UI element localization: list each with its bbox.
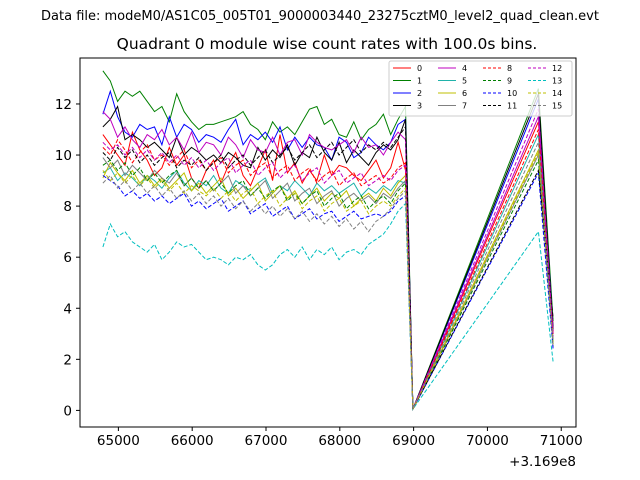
series-line-10: [102, 171, 554, 411]
y-tick-label: 8: [63, 199, 72, 215]
y-tick-label: 12: [55, 97, 72, 113]
legend-box: [388, 60, 573, 117]
legend-label-3: 3: [417, 102, 422, 111]
series-line-7: [102, 153, 554, 410]
legend-label-14: 14: [552, 89, 562, 98]
legend-label-2: 2: [417, 89, 422, 98]
series-line-2: [102, 89, 554, 410]
y-tick-label: 4: [63, 301, 72, 317]
series-line-11: [102, 125, 554, 412]
x-tick-label: 69000: [392, 433, 435, 449]
plot-area: [102, 70, 554, 412]
legend-label-0: 0: [417, 64, 422, 73]
axes: 65000 66000 67000 68000 69000 70000 71000 0 2 4 6 8…: [55, 57, 583, 449]
legend-label-12: 12: [552, 64, 562, 73]
legend-label-8: 8: [507, 64, 512, 73]
series-line-6: [102, 148, 554, 410]
series-line-3: [102, 93, 554, 410]
chart-title: Quadrant 0 module wise count rates with …: [117, 35, 538, 53]
series-line-12: [102, 108, 554, 410]
x-tick-label: 70000: [466, 433, 509, 449]
figure-suptitle: Data file: modeM0/AS1C05_005T01_90000034…: [41, 9, 599, 24]
x-tick-label: 66000: [171, 433, 214, 449]
legend-label-15: 15: [552, 102, 562, 111]
series-line-1: [102, 70, 554, 410]
x-tick-label: 68000: [318, 433, 361, 449]
legend-label-6: 6: [462, 89, 467, 98]
x-tick-label: 71000: [540, 433, 583, 449]
axes-frame: [79, 57, 577, 428]
legend-label-9: 9: [507, 77, 512, 86]
x-tick-label: 67000: [245, 433, 288, 449]
y-tick-label: 0: [63, 403, 72, 419]
legend-label-11: 11: [507, 102, 517, 111]
series-line-4: [102, 111, 554, 410]
y-tick-label: 10: [55, 148, 72, 164]
y-tick-label: 6: [63, 250, 72, 266]
legend-label-1: 1: [417, 77, 422, 86]
series-line-8: [102, 129, 554, 410]
legend-label-7: 7: [462, 102, 467, 111]
x-offset-label: +3.169e8: [509, 454, 576, 470]
series-line-14: [102, 150, 554, 410]
series-line-13: [102, 202, 554, 411]
legend-label-10: 10: [507, 89, 517, 98]
legend-label-13: 13: [552, 77, 562, 86]
series-line-9: [102, 158, 554, 410]
legend-label-5: 5: [462, 77, 467, 86]
y-tick-label: 2: [63, 352, 72, 368]
series-line-15: [102, 140, 554, 410]
legend-label-4: 4: [462, 64, 467, 73]
x-tick-label: 65000: [97, 433, 140, 449]
